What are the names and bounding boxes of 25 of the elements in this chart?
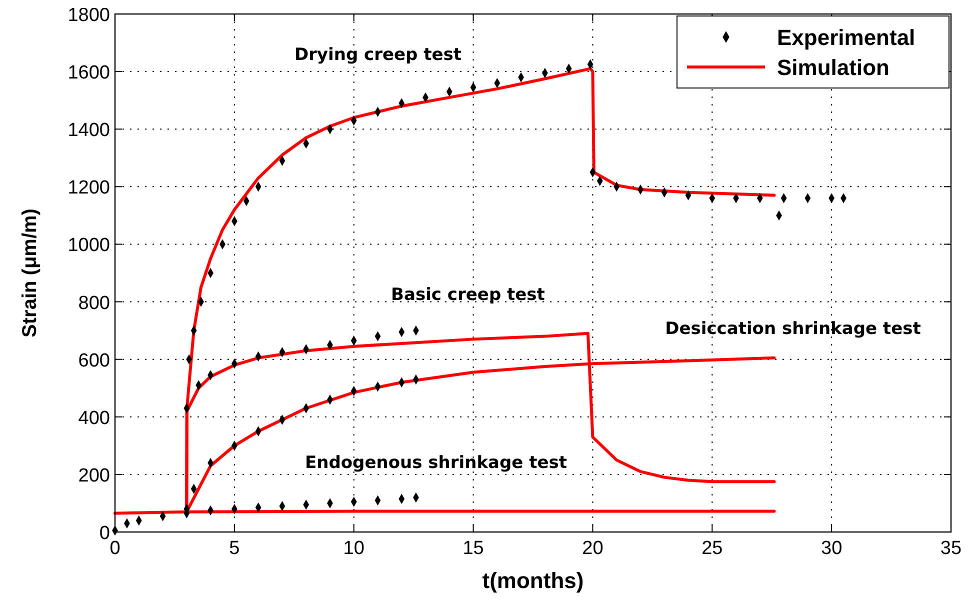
y-tick-label: 1600 xyxy=(68,62,110,84)
y-tick-label: 0 xyxy=(99,523,110,544)
x-tick-label: 25 xyxy=(702,538,723,559)
y-tick-label: 1200 xyxy=(68,178,110,199)
x-tick-label: 10 xyxy=(343,538,364,559)
y-tick-label: 400 xyxy=(78,408,110,429)
y-tick-label: 800 xyxy=(78,292,110,314)
x-tick-label: 5 xyxy=(229,538,240,559)
annotation: Drying creep test xyxy=(294,45,462,65)
y-tick-label: 1000 xyxy=(68,235,110,256)
annotation: Endogenous shrinkage test xyxy=(304,453,568,473)
x-tick-label: 20 xyxy=(582,538,604,559)
y-tick-label: 600 xyxy=(78,350,110,372)
annotation: Desiccation shrinkage test xyxy=(665,319,921,339)
x-axis-title: t(months) xyxy=(482,568,584,593)
legend-label: Simulation xyxy=(777,55,890,80)
x-tick-label: 35 xyxy=(940,538,962,559)
y-axis-title: Strain (μm/m) xyxy=(19,208,41,338)
x-tick-label: 30 xyxy=(821,538,842,559)
y-tick-label: 1400 xyxy=(68,120,110,142)
annotation: Basic creep test xyxy=(391,285,545,305)
y-tick-label: 200 xyxy=(78,465,110,486)
y-tick-label: 1800 xyxy=(68,5,110,26)
legend-label: Experimental xyxy=(777,25,916,50)
x-tick-label: 15 xyxy=(462,538,484,559)
